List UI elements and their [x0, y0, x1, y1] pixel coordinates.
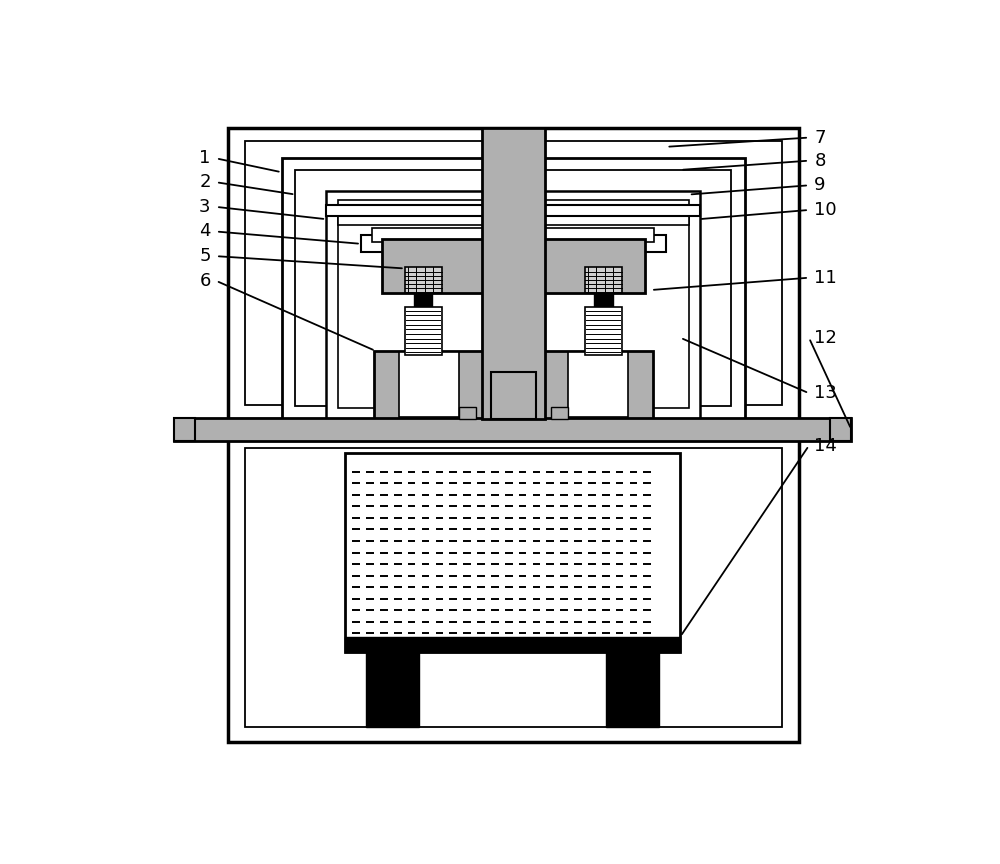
Bar: [568, 353, 628, 417]
Bar: [459, 407, 476, 419]
Bar: [606, 650, 659, 727]
Bar: [361, 235, 666, 251]
Text: 4: 4: [199, 223, 211, 240]
Bar: [228, 128, 799, 419]
Bar: [594, 291, 613, 355]
Bar: [491, 372, 536, 419]
Bar: [174, 418, 195, 441]
Text: 6: 6: [199, 272, 211, 289]
Bar: [551, 407, 568, 419]
Bar: [382, 239, 645, 293]
Bar: [374, 351, 653, 419]
Bar: [414, 291, 432, 355]
Bar: [174, 418, 851, 441]
Text: 7: 7: [814, 129, 826, 147]
Text: 11: 11: [814, 269, 837, 287]
Bar: [282, 158, 745, 419]
Bar: [585, 267, 622, 293]
Bar: [366, 650, 419, 727]
Text: 3: 3: [199, 198, 211, 216]
Bar: [830, 418, 851, 441]
Bar: [345, 637, 680, 652]
Text: 10: 10: [814, 201, 837, 219]
Text: 2: 2: [199, 173, 211, 191]
Bar: [245, 141, 782, 404]
Text: 13: 13: [814, 384, 837, 403]
Text: 12: 12: [814, 329, 837, 346]
Bar: [245, 448, 782, 727]
Bar: [585, 307, 622, 355]
Text: 1: 1: [199, 149, 211, 168]
Bar: [405, 307, 442, 355]
Bar: [338, 212, 689, 226]
Bar: [345, 454, 680, 652]
Text: 9: 9: [814, 176, 826, 194]
Text: 8: 8: [814, 152, 826, 169]
Text: 14: 14: [814, 436, 837, 454]
Bar: [399, 353, 459, 417]
Bar: [326, 192, 700, 419]
Bar: [326, 205, 700, 216]
Bar: [338, 200, 689, 408]
Bar: [482, 128, 545, 419]
Bar: [295, 170, 731, 405]
Bar: [372, 228, 654, 242]
Bar: [405, 267, 442, 293]
Bar: [228, 435, 799, 742]
Text: 5: 5: [199, 247, 211, 265]
Bar: [491, 239, 536, 353]
